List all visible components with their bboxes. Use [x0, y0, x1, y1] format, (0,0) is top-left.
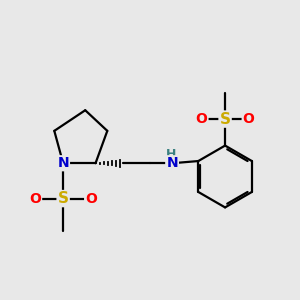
- Text: N: N: [166, 156, 178, 170]
- Text: N: N: [57, 156, 69, 170]
- Text: O: O: [29, 192, 41, 206]
- Text: H: H: [165, 148, 176, 161]
- Text: O: O: [196, 112, 208, 126]
- Text: S: S: [220, 112, 231, 127]
- Text: O: O: [85, 192, 97, 206]
- Text: S: S: [58, 191, 69, 206]
- Text: O: O: [243, 112, 255, 126]
